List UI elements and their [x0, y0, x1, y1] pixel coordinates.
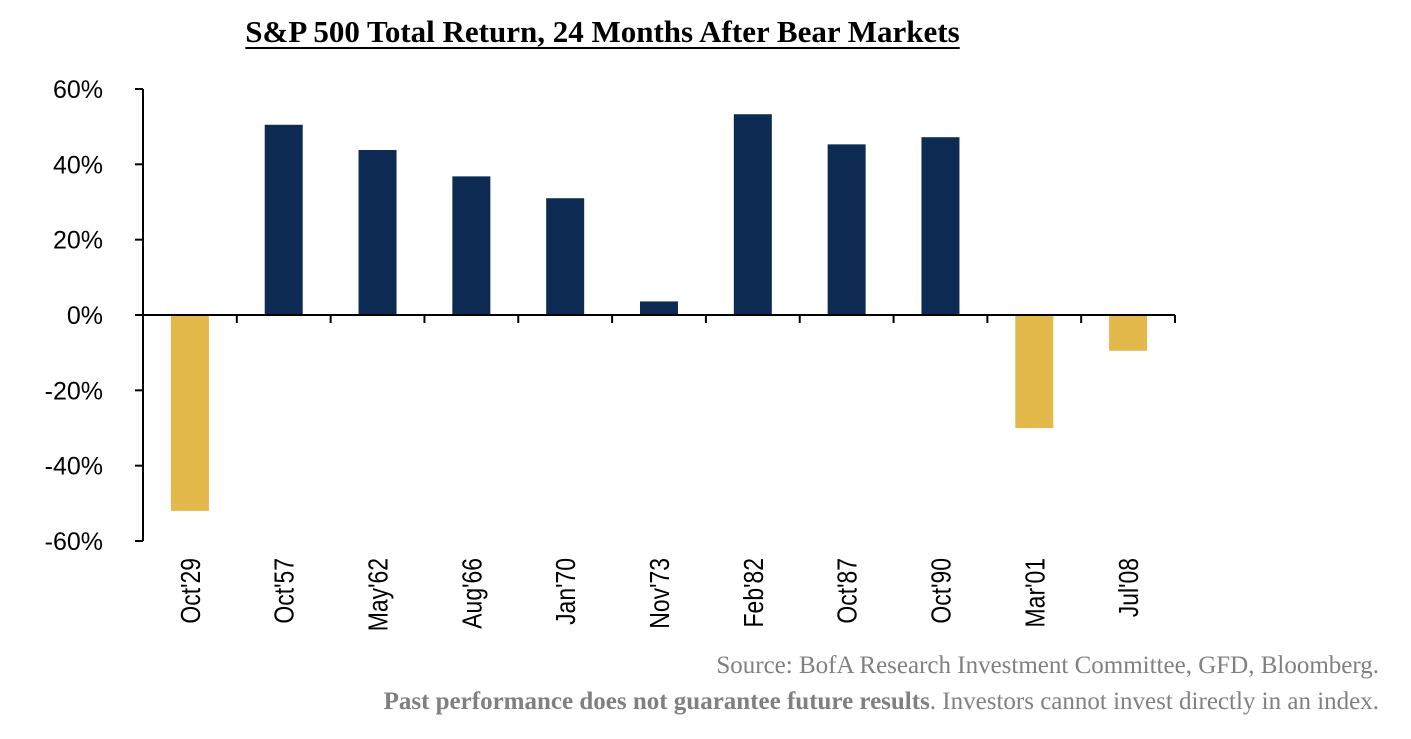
y-axis: 60% 40% 20% 0% -20% -40% -60% — [45, 76, 144, 556]
bar-chart: 60% 40% 20% 0% -20% -40% -60% Oct'29 Oct'57 May'… — [45, 76, 1176, 631]
bar — [921, 137, 960, 315]
bar — [733, 114, 772, 315]
bars — [170, 114, 1148, 511]
bar — [640, 301, 678, 315]
x-tick-label: Oct'57 — [270, 558, 301, 624]
disclaimer-bold: Past performance does not guarantee futu… — [383, 688, 930, 715]
disclaimer-rest: . Investors cannot invest directly in an… — [929, 688, 1379, 715]
x-tick-label: Mar'01 — [1020, 558, 1051, 627]
bar — [1015, 315, 1054, 428]
y-tick-label: 40% — [53, 151, 103, 179]
y-tick-label: -40% — [45, 453, 103, 481]
x-tick-label: Oct'90 — [926, 558, 957, 624]
x-tick-label: Oct'87 — [833, 558, 864, 624]
y-tick-label: 60% — [53, 76, 103, 104]
disclaimer: Past performance does not guarantee futu… — [384, 688, 1379, 716]
chart-title: S&P 500 Total Return, 24 Months After Be… — [245, 14, 960, 49]
x-tick-label: May'62 — [363, 558, 394, 631]
x-tick-label: Oct'29 — [176, 558, 207, 624]
y-tick-label: 20% — [53, 227, 103, 255]
y-tick-label: -60% — [45, 528, 103, 556]
x-tick-label: Feb'82 — [739, 558, 770, 627]
x-axis: Oct'29 Oct'57 May'62 Aug'66 Jan'70 Nov'73 Feb'… — [143, 314, 1176, 631]
x-tick-label: Aug'66 — [457, 558, 488, 629]
x-tick-label: Nov'73 — [645, 558, 676, 629]
bar — [1109, 315, 1148, 351]
bar — [358, 150, 397, 315]
bar — [827, 144, 866, 315]
bar — [452, 176, 491, 315]
x-tick-label: Jan'70 — [551, 558, 582, 625]
y-tick-label: -20% — [45, 377, 103, 405]
x-tick-label: Jul'08 — [1114, 558, 1145, 617]
bar — [264, 124, 303, 316]
y-tick-label: 0% — [67, 302, 103, 330]
bar — [170, 315, 209, 511]
bar — [546, 198, 585, 315]
source-note: Source: BofA Research Investment Committ… — [716, 652, 1379, 679]
